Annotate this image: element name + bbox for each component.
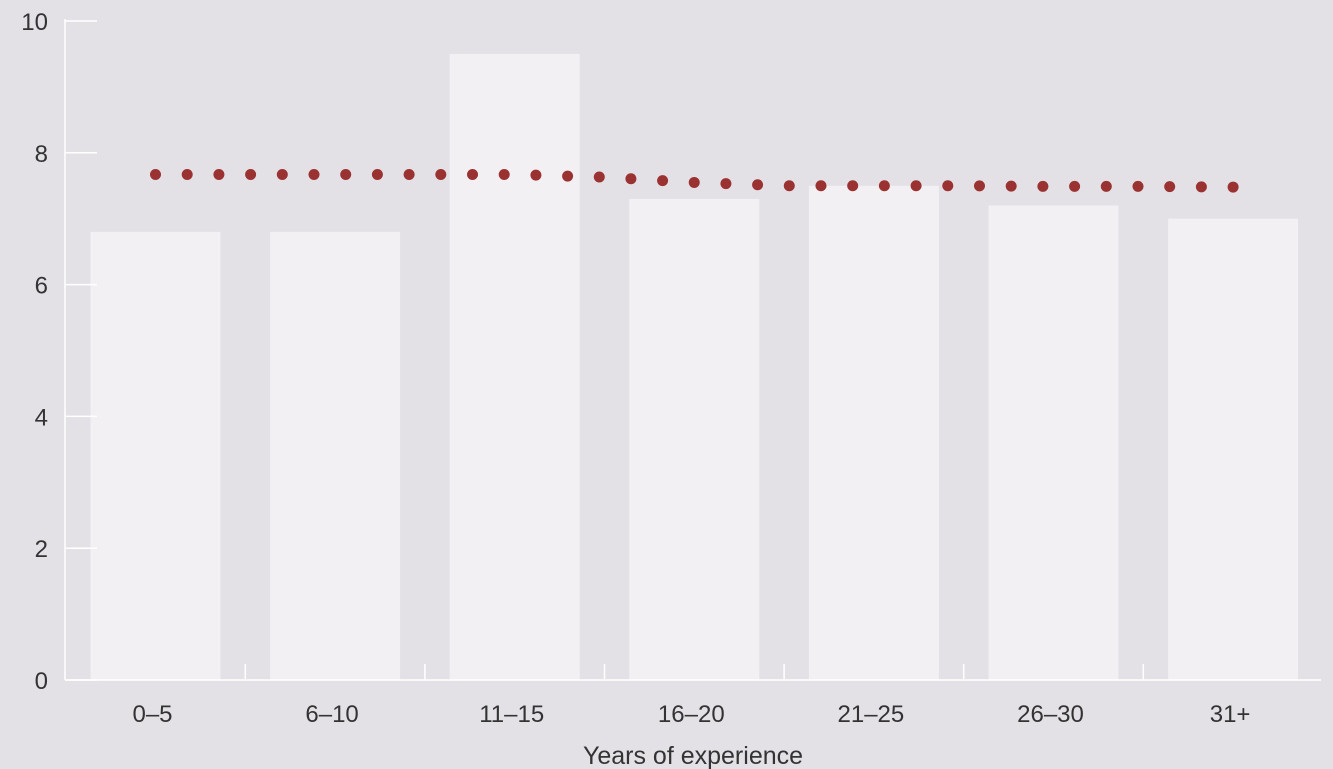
- trend-dot-29: [1069, 180, 1081, 192]
- trend-dot-23: [878, 180, 890, 192]
- trend-dot-32: [1164, 181, 1176, 193]
- trend-dot-4: [276, 169, 288, 181]
- bar-5: [988, 205, 1119, 680]
- trend-dot-13: [562, 170, 574, 182]
- trend-dot-5: [308, 169, 320, 181]
- trend-dot-14: [593, 171, 605, 183]
- trend-dot-6: [340, 169, 352, 181]
- y-tick-label-2: 4: [35, 404, 48, 431]
- bars: [90, 53, 1299, 680]
- x-tick-label-1: 6–10: [305, 701, 358, 728]
- trend-dot-2: [213, 169, 225, 181]
- axes: [64, 19, 1321, 681]
- trend-dot-15: [625, 173, 637, 185]
- trend-dot-34: [1227, 181, 1239, 193]
- trend-dot-12: [530, 169, 542, 181]
- trend-dot-18: [720, 178, 732, 190]
- trend-dot-8: [403, 169, 415, 181]
- trend-dot-16: [657, 175, 669, 187]
- trend-dot-27: [1005, 180, 1017, 192]
- bar-2: [449, 53, 580, 680]
- x-tick-label-5: 26–30: [1017, 701, 1084, 728]
- y-tick-label-3: 6: [35, 273, 48, 300]
- trend-dot-28: [1037, 180, 1049, 192]
- trend-dot-19: [752, 179, 764, 191]
- bar-0: [90, 231, 221, 680]
- trend-dot-0: [150, 169, 161, 181]
- trend-dot-1: [181, 169, 193, 181]
- bar-1: [270, 231, 401, 680]
- trend-dot-26: [973, 180, 985, 192]
- trend-dot-7: [371, 169, 383, 181]
- trend-dot-31: [1132, 180, 1144, 192]
- x-tick-label-4: 21–25: [838, 701, 905, 728]
- y-tick-label-0: 0: [35, 668, 48, 695]
- trend-dot-33: [1195, 181, 1207, 193]
- trend-dot-30: [1100, 180, 1112, 192]
- labels: 0 2 4 6 8 10 0–5 6–10 11–15 16–20 21–25 26–30 31+ Yea…: [21, 9, 1250, 769]
- trend-dot-25: [942, 180, 954, 192]
- trend-dot-9: [435, 169, 447, 181]
- x-axis-title: Years of experience: [583, 742, 803, 769]
- trend-dot-24: [910, 180, 922, 192]
- x-tick-label-3: 16–20: [658, 701, 725, 728]
- y-tick-label-5: 10: [21, 9, 48, 36]
- trend-dot-17: [688, 176, 700, 188]
- x-tick-label-0: 0–5: [132, 701, 172, 728]
- trend-dot-20: [783, 180, 795, 192]
- trend-dot-3: [245, 169, 257, 181]
- trend-dot-22: [847, 180, 859, 192]
- y-tick-label-1: 2: [35, 536, 48, 563]
- trend-line: [150, 169, 1239, 193]
- bar-4: [808, 185, 939, 680]
- trend-dot-11: [498, 169, 510, 181]
- x-tick-label-6: 31+: [1210, 701, 1251, 728]
- bar-3: [629, 198, 760, 680]
- trend-dot-10: [467, 169, 479, 181]
- trend-dot-21: [815, 180, 827, 192]
- y-tick-label-4: 8: [35, 141, 48, 168]
- x-tick-label-2: 11–15: [479, 701, 544, 728]
- bar-6: [1168, 218, 1299, 680]
